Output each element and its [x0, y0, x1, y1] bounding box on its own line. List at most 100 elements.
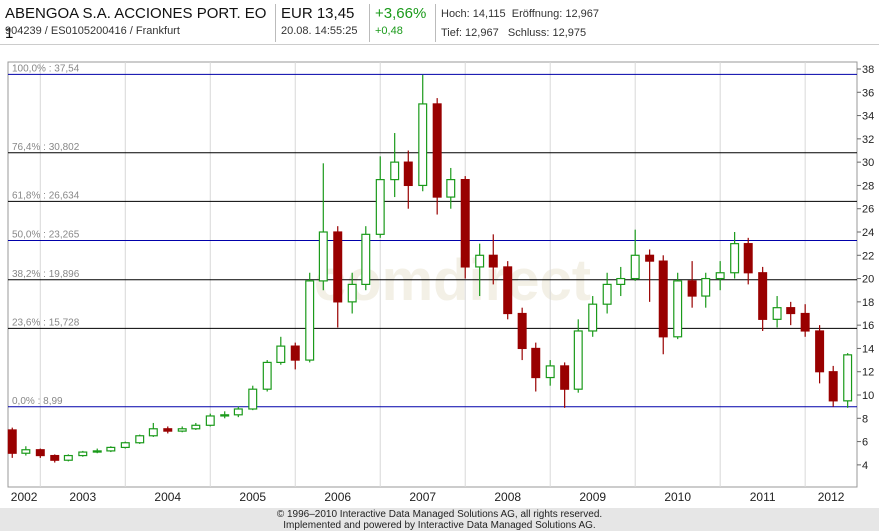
candle-body [63, 454, 73, 461]
candle-body [333, 231, 343, 303]
y-tick-label: 34 [862, 111, 874, 123]
y-tick-label: 18 [862, 297, 874, 309]
fib-label: 38,2% : 19,896 [12, 269, 80, 280]
candle-body [573, 330, 583, 390]
x-tick-label: 2004 [154, 490, 181, 504]
y-tick-label: 32 [862, 134, 874, 146]
y-tick-label: 6 [862, 437, 868, 449]
x-tick-label: 2012 [818, 490, 845, 504]
candle-body [120, 442, 130, 449]
fib-label: 0,0% : 8,99 [12, 396, 63, 407]
candle-body [815, 330, 825, 373]
stats-cell: Hoch: 14,115 Eröffnung: 12,967 Tief: 12,… [436, 4, 601, 42]
candle-body [262, 361, 272, 390]
candle-body [531, 347, 541, 379]
footer-line: © 1996–2010 Interactive Data Managed Sol… [276, 509, 603, 520]
price-cell: EUR 13,45 20.08. 14:55:25 [276, 4, 370, 42]
candle-body [375, 179, 385, 235]
candle-body [148, 428, 158, 437]
candle-body [743, 243, 753, 274]
candle-body [715, 272, 725, 280]
candle-body [233, 408, 243, 416]
x-tick-label: 2002 [11, 490, 38, 504]
candle-body [843, 354, 853, 402]
price: EUR 13,45 [281, 5, 355, 22]
candle-body [318, 231, 328, 282]
y-tick-label: 38 [862, 64, 874, 76]
candle-body [602, 283, 612, 305]
candle-body [290, 345, 300, 361]
candle-body [205, 415, 215, 426]
candle-body [35, 449, 45, 457]
y-tick-label: 4 [862, 460, 868, 472]
change-cell: +3,66% +0,48 [370, 4, 436, 42]
candle-body [403, 161, 413, 187]
candle-body [220, 414, 230, 417]
candle-body [347, 283, 357, 303]
change-abs: +0,48 [375, 25, 403, 37]
change-pct: +3,66% [375, 5, 427, 22]
x-tick-label: 2009 [579, 490, 606, 504]
fib-label: 23,6% : 15,728 [12, 317, 80, 328]
candle-body [248, 388, 258, 410]
x-tick-label: 2011 [750, 490, 776, 504]
candle-body [701, 277, 711, 297]
y-tick-label: 28 [862, 180, 874, 192]
footer: © 1996–2010 Interactive Data Managed Sol… [0, 508, 879, 531]
candle-body [800, 312, 810, 332]
candle-body [50, 454, 60, 461]
high: Hoch: 14,115 [441, 8, 506, 20]
fib-label: 50,0% : 23,265 [12, 230, 80, 241]
candle-body [446, 179, 456, 198]
y-tick-label: 8 [862, 413, 868, 425]
candle-body [786, 307, 796, 315]
candle-body [687, 280, 697, 297]
y-tick-label: 22 [862, 250, 874, 262]
y-tick-label: 20 [862, 274, 874, 286]
candle-body [658, 260, 668, 338]
candle-body [177, 428, 187, 432]
x-tick-label: 2007 [409, 490, 436, 504]
candle-body [390, 161, 400, 181]
y-tick-label: 12 [862, 367, 874, 379]
candle-body [645, 254, 655, 262]
candle-body [7, 429, 17, 454]
stock-name: ABENGOA S.A. ACCIONES PORT. EO 1 [5, 5, 267, 42]
candle-body [418, 103, 428, 187]
candle-body [191, 424, 201, 430]
candle-body [772, 307, 782, 320]
watermark: comdirect [314, 248, 591, 313]
candle-body [673, 280, 683, 338]
y-tick-label: 10 [862, 390, 874, 402]
x-tick-label: 2006 [324, 490, 351, 504]
footer-line: Implemented and powered by Interactive D… [283, 520, 596, 531]
stock-ids: 904239 / ES0105200416 / Frankfurt [5, 25, 180, 37]
candle-body [758, 272, 768, 320]
candle-body [488, 254, 498, 268]
fib-label: 76,4% : 30,802 [12, 142, 80, 153]
candle-body [92, 450, 102, 453]
open: Eröffnung: 12,967 [511, 8, 600, 20]
name-cell: ABENGOA S.A. ACCIONES PORT. EO 1 904239 … [0, 4, 276, 42]
candle-body [78, 451, 88, 457]
y-tick-label: 30 [862, 157, 874, 169]
candle-body [517, 312, 527, 350]
fib-label: 100,0% : 37,54 [12, 63, 80, 74]
y-tick-label: 16 [862, 320, 874, 332]
candle-body [21, 449, 31, 454]
candle-body [630, 254, 640, 280]
candle-body [503, 266, 513, 315]
y-tick-label: 14 [862, 343, 874, 355]
candle-body [163, 428, 173, 432]
y-tick-label: 26 [862, 204, 874, 216]
candle-body [106, 446, 116, 452]
candle-body [730, 243, 740, 274]
x-tick-label: 2003 [69, 490, 96, 504]
candle-body [616, 277, 626, 285]
y-tick-label: 24 [862, 227, 874, 239]
x-tick-label: 2008 [494, 490, 521, 504]
plot-area [7, 61, 858, 488]
low: Tief: 12,967 [441, 27, 499, 39]
